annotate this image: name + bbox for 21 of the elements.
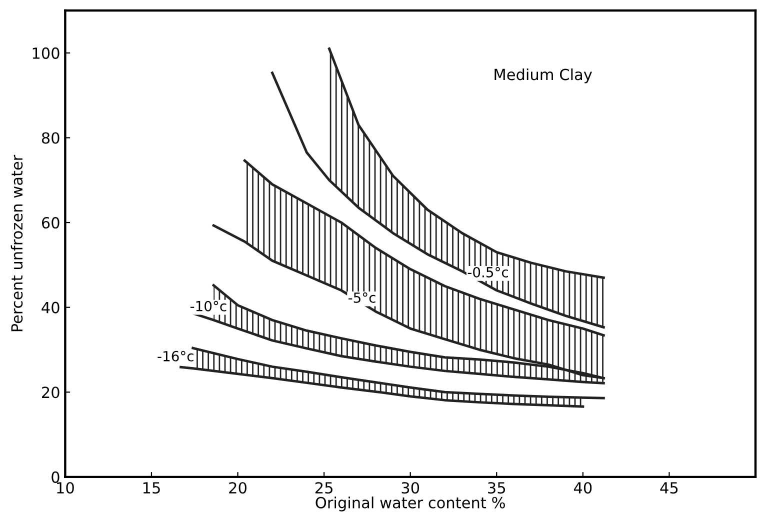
x-tick-label: 10 <box>57 482 74 494</box>
x-tick-label: 30 <box>402 482 420 494</box>
annotation: -10°c <box>190 300 226 312</box>
annotation: -5°c <box>348 292 376 303</box>
annotation: -0.5°c <box>468 266 508 278</box>
y-tick-label: 80 <box>42 132 60 144</box>
x-tick-label: 25 <box>315 482 332 494</box>
y-axis-title: Percent unfrozen water <box>10 154 23 332</box>
x-axis-title: Original water content % <box>316 496 505 512</box>
x-tick-label: 35 <box>488 482 506 494</box>
x-tick-label: 40 <box>574 482 592 494</box>
y-tick-label: 60 <box>42 217 60 229</box>
annotation: -16°c <box>158 350 194 362</box>
y-tick-label: 20 <box>42 386 60 398</box>
x-tick-label: 15 <box>143 482 160 494</box>
x-tick-label: 20 <box>229 482 246 494</box>
x-tick-label: 45 <box>660 482 678 494</box>
y-tick-label: 40 <box>42 302 60 314</box>
y-tick-label: 0 <box>52 471 60 483</box>
annotation: Medium Clay <box>494 68 592 84</box>
y-tick-label: 100 <box>32 47 60 59</box>
